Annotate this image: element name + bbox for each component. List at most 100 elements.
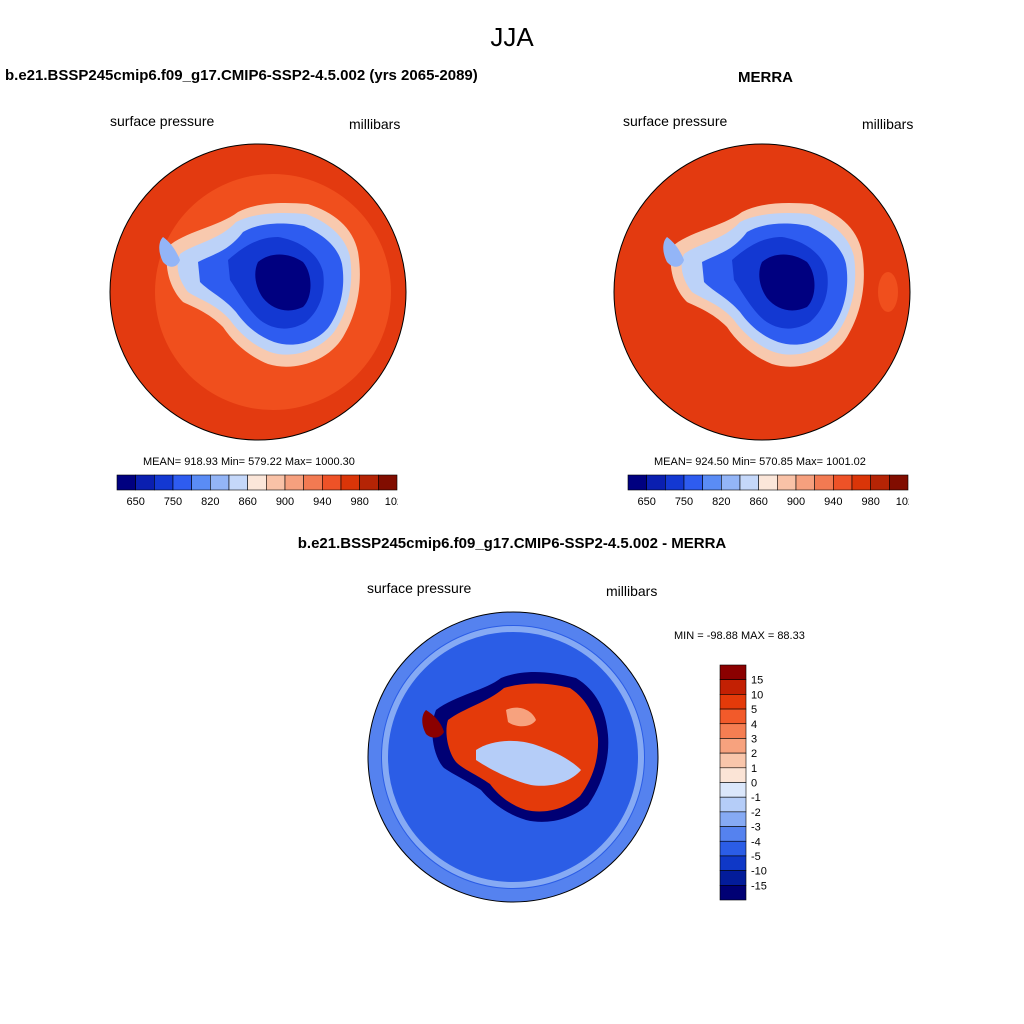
diff-units-label: millibars bbox=[606, 583, 658, 599]
colorbar-swatch bbox=[719, 855, 747, 871]
peninsula bbox=[663, 237, 684, 267]
peninsula bbox=[159, 237, 180, 267]
pressure-anomaly bbox=[878, 272, 898, 312]
colorbar-swatch bbox=[359, 474, 379, 491]
obs-polar-map bbox=[613, 143, 911, 441]
colorbar-tick-label: 980 bbox=[861, 496, 879, 508]
colorbar-swatch bbox=[266, 474, 286, 491]
colorbar-swatch bbox=[303, 474, 323, 491]
colorbar-swatch bbox=[777, 474, 797, 491]
colorbar-tick-label: 10 bbox=[751, 689, 763, 701]
colorbar-tick-label: 4 bbox=[751, 719, 757, 731]
colorbar-swatch bbox=[739, 474, 759, 491]
colorbar-swatch bbox=[210, 474, 230, 491]
model-variable-label: surface pressure bbox=[110, 113, 215, 129]
colorbar-tick-label: 750 bbox=[164, 496, 182, 508]
colorbar-tick-label: 900 bbox=[276, 496, 294, 508]
colorbar-tick-label: 0 bbox=[751, 778, 757, 790]
colorbar-swatch bbox=[870, 474, 890, 491]
colorbar-tick-label: 5 bbox=[751, 704, 757, 716]
colorbar-tick-label: 860 bbox=[238, 496, 256, 508]
map-border bbox=[109, 143, 407, 441]
colorbar-swatch bbox=[719, 870, 747, 886]
colorbar-tick-label: -2 bbox=[751, 807, 761, 819]
colorbar-swatch bbox=[889, 474, 909, 491]
colorbar-swatch bbox=[322, 474, 342, 491]
obs-colorbar: 650 750 820 860 900 940 980 1020 bbox=[627, 474, 909, 508]
colorbar-swatch bbox=[719, 694, 747, 710]
map-border bbox=[613, 143, 911, 441]
ice-sheet-plateau bbox=[255, 254, 311, 311]
colorbar-tick-label: -10 bbox=[751, 866, 767, 878]
model-colorbar: 650 750 820 860 900 940 980 1020 bbox=[116, 474, 398, 508]
colorbar-swatch bbox=[758, 474, 778, 491]
model-panel-title: b.e21.BSSP245cmip6.f09_g17.CMIP6-SSP2-4.… bbox=[5, 67, 478, 84]
colorbar-swatch bbox=[646, 474, 666, 491]
colorbar-tick-label: 650 bbox=[126, 496, 144, 508]
colorbar-swatch bbox=[719, 723, 747, 739]
colorbar-tick-label: 1020 bbox=[896, 496, 909, 508]
colorbar-swatch bbox=[719, 796, 747, 813]
colorbar-swatch bbox=[172, 474, 192, 491]
colorbar-swatch bbox=[721, 474, 741, 491]
colorbar-swatch bbox=[340, 474, 360, 491]
obs-panel-title: MERRA bbox=[738, 69, 793, 86]
model-polar-map bbox=[109, 143, 407, 441]
colorbar-swatch bbox=[719, 826, 747, 842]
peninsula-difference bbox=[422, 710, 444, 738]
colorbar-swatch bbox=[191, 474, 211, 491]
colorbar-swatch bbox=[719, 767, 747, 783]
diff-variable-label: surface pressure bbox=[367, 580, 472, 596]
obs-stats: MEAN= 924.50 Min= 570.85 Max= 1001.02 bbox=[654, 456, 866, 468]
map-border bbox=[367, 611, 659, 903]
colorbar-tick-label: 980 bbox=[350, 496, 368, 508]
colorbar-tick-label: -3 bbox=[751, 822, 761, 834]
colorbar-swatch bbox=[228, 474, 248, 491]
outer-band bbox=[382, 626, 644, 888]
colorbar-swatch bbox=[719, 885, 747, 901]
colorbar-tick-label: -1 bbox=[751, 792, 761, 804]
colorbar-swatch bbox=[284, 474, 304, 491]
colorbar-tick-label: 1020 bbox=[385, 496, 398, 508]
colorbar-swatch bbox=[851, 474, 871, 491]
colorbar-swatch bbox=[719, 782, 747, 798]
obs-variable-label: surface pressure bbox=[623, 113, 728, 129]
diff-panel-title: b.e21.BSSP245cmip6.f09_g17.CMIP6-SSP2-4.… bbox=[297, 535, 727, 552]
colorbar-swatch bbox=[719, 752, 747, 769]
colorbar-swatch bbox=[719, 738, 747, 754]
negative-streak bbox=[476, 740, 581, 786]
colorbar-swatch bbox=[135, 474, 155, 491]
colorbar-tick-label: 940 bbox=[824, 496, 842, 508]
colorbar-tick-label: 750 bbox=[675, 496, 693, 508]
model-units-label: millibars bbox=[349, 116, 401, 132]
diff-stats: MIN = -98.88 MAX = 88.33 bbox=[674, 630, 805, 642]
colorbar-tick-label: 900 bbox=[787, 496, 805, 508]
colorbar-swatch bbox=[702, 474, 722, 491]
colorbar-swatch bbox=[814, 474, 834, 491]
colorbar-swatch bbox=[247, 474, 267, 491]
colorbar-swatch bbox=[154, 474, 174, 491]
colorbar-swatch bbox=[378, 474, 398, 491]
colorbar-tick-label: 860 bbox=[749, 496, 767, 508]
colorbar-swatch bbox=[719, 679, 747, 695]
colorbar-tick-label: 650 bbox=[637, 496, 655, 508]
colorbar-tick-label: 820 bbox=[712, 496, 730, 508]
colorbar-tick-label: 2 bbox=[751, 748, 757, 760]
ice-sheet-plateau bbox=[759, 254, 815, 311]
colorbar-swatch bbox=[719, 840, 747, 857]
colorbar-tick-label: -5 bbox=[751, 851, 761, 863]
colorbar-swatch bbox=[719, 708, 747, 725]
colorbar-tick-label: 3 bbox=[751, 733, 757, 745]
colorbar-swatch bbox=[683, 474, 703, 491]
season-title: JJA bbox=[490, 22, 534, 52]
obs-units-label: millibars bbox=[862, 116, 914, 132]
diff-polar-map bbox=[367, 611, 659, 903]
colorbar-swatch bbox=[833, 474, 853, 491]
colorbar-swatch bbox=[665, 474, 685, 491]
colorbar-swatch bbox=[627, 474, 647, 491]
colorbar-swatch bbox=[719, 811, 747, 827]
colorbar-tick-label: 15 bbox=[751, 675, 763, 687]
colorbar-swatch bbox=[719, 664, 747, 680]
colorbar-tick-label: 940 bbox=[313, 496, 331, 508]
